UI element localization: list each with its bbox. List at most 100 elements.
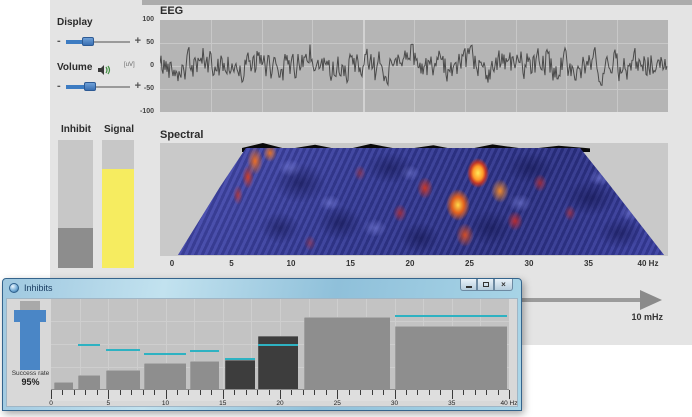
signal-meter-fill <box>102 169 134 268</box>
close-icon: × <box>501 279 506 289</box>
ruler-tick <box>142 390 144 395</box>
ruler-tick <box>188 390 190 395</box>
success-fader-handle[interactable] <box>20 301 40 310</box>
ruler-tick <box>96 390 98 395</box>
ruler-tick <box>371 390 373 395</box>
inhibits-threshold-line <box>78 343 101 346</box>
display-minus-button[interactable]: - <box>57 35 61 47</box>
inhibit-meter-fill <box>58 228 93 268</box>
display-slider-handle[interactable] <box>82 37 95 46</box>
success-rate-value: 95% <box>21 377 40 387</box>
ruler-tick <box>337 390 339 399</box>
inhibits-titlebar[interactable]: Inhibits × <box>3 279 521 298</box>
success-fader-stem <box>20 322 40 370</box>
eeg-y-tick-label: -50 <box>143 85 154 92</box>
ruler-tick <box>302 390 304 395</box>
ruler-tick <box>291 390 293 395</box>
volume-slider-track[interactable] <box>66 86 130 88</box>
eeg-cursor <box>363 20 365 112</box>
ruler-tick <box>131 390 133 395</box>
spectral-x-tick-label: 15 <box>346 259 355 268</box>
window-icon <box>9 283 19 293</box>
eeg-y-tick-label: 100 <box>142 16 154 23</box>
ruler-tick <box>85 390 87 395</box>
volume-slider-handle[interactable] <box>84 82 97 91</box>
inhibits-bar <box>189 361 220 389</box>
eeg-unit-label: [uV] <box>124 62 135 68</box>
spectral-plot <box>160 143 668 256</box>
inhibits-bar <box>143 362 187 389</box>
ruler-tick <box>463 390 465 395</box>
ruler-tick <box>176 390 178 395</box>
maximize-button[interactable] <box>477 279 494 291</box>
eeg-y-axis: 100 50 0 -50 -100 <box>112 16 154 115</box>
display-slider[interactable]: - + <box>57 35 141 48</box>
volume-plus-button[interactable]: + <box>134 80 141 92</box>
spectral-x-tick-label: 10 <box>286 259 296 268</box>
frequency-arrow-head-icon <box>640 290 662 310</box>
inhibits-threshold-line <box>105 349 141 352</box>
success-rate-label: Success rate <box>11 370 50 377</box>
ruler-tick <box>108 390 110 399</box>
inhibits-x-tick-label: 30 <box>390 400 399 407</box>
inhibits-threshold-line <box>143 352 187 355</box>
close-button[interactable]: × <box>494 279 513 291</box>
inhibit-meter <box>58 140 93 268</box>
eeg-y-tick-label: 0 <box>150 62 154 69</box>
ruler-tick <box>245 390 247 395</box>
ruler-tick <box>428 390 430 395</box>
signal-meter <box>102 140 134 268</box>
ruler-tick <box>280 390 281 399</box>
ruler-tick <box>154 390 156 395</box>
minimize-button[interactable] <box>460 279 477 291</box>
inhibits-client-area: Success rate 95% 0 5 10 15 20 25 30 35 40 Hz <box>6 298 518 407</box>
ruler-tick <box>51 390 52 399</box>
inhibits-window-title: Inhibits <box>24 283 53 293</box>
inhibits-x-axis: 0 5 10 15 20 25 30 35 40 Hz <box>49 400 517 409</box>
inhibits-bar <box>78 374 101 389</box>
ruler-tick <box>440 390 442 395</box>
ruler-tick <box>234 390 236 395</box>
inhibits-frequency-ruler <box>51 389 510 401</box>
eeg-gridline <box>160 43 668 44</box>
inhibits-x-tick-label: 10 <box>161 400 170 407</box>
volume-label: Volume <box>57 62 93 73</box>
display-slider-track[interactable] <box>66 41 130 43</box>
eeg-y-tick-label: 50 <box>146 39 154 46</box>
volume-slider-fill <box>66 85 91 89</box>
inhibits-bar <box>54 381 73 389</box>
success-fader-top[interactable] <box>14 310 46 322</box>
signal-meter-label: Signal <box>103 124 134 135</box>
inhibit-meter-label: Inhibit <box>61 124 91 135</box>
ruler-tick <box>257 390 259 395</box>
inhibits-threshold-line <box>394 315 507 317</box>
volume-slider[interactable]: - + <box>57 80 141 93</box>
inhibits-bar <box>105 370 141 389</box>
eeg-gridline <box>160 66 668 67</box>
inhibits-x-tick-label: 20 <box>276 400 284 407</box>
display-plus-button[interactable]: + <box>134 35 141 47</box>
ruler-tick <box>73 390 75 395</box>
spectral-x-tick-label: 40 Hz <box>637 259 659 268</box>
ruler-tick <box>325 390 327 395</box>
inhibits-bar <box>225 360 255 389</box>
ruler-tick <box>383 390 385 395</box>
inhibits-threshold-line <box>189 350 220 353</box>
ruler-tick <box>314 390 316 395</box>
spectral-panel-title: Spectral <box>160 129 204 141</box>
display-label: Display <box>57 17 93 28</box>
ruler-tick <box>394 390 396 399</box>
ruler-tick <box>360 390 362 395</box>
ruler-tick <box>474 390 476 395</box>
spectral-x-tick-label: 20 <box>405 259 415 268</box>
spectral-x-tick-label: 35 <box>584 259 593 268</box>
ruler-tick <box>199 390 201 395</box>
volume-minus-button[interactable]: - <box>57 80 61 92</box>
ruler-tick <box>405 390 407 395</box>
eeg-panel-title: EEG <box>160 5 184 17</box>
inhibits-gridline <box>51 321 509 322</box>
ruler-tick <box>417 390 419 395</box>
ruler-tick <box>165 390 167 399</box>
minimize-icon <box>465 285 472 288</box>
